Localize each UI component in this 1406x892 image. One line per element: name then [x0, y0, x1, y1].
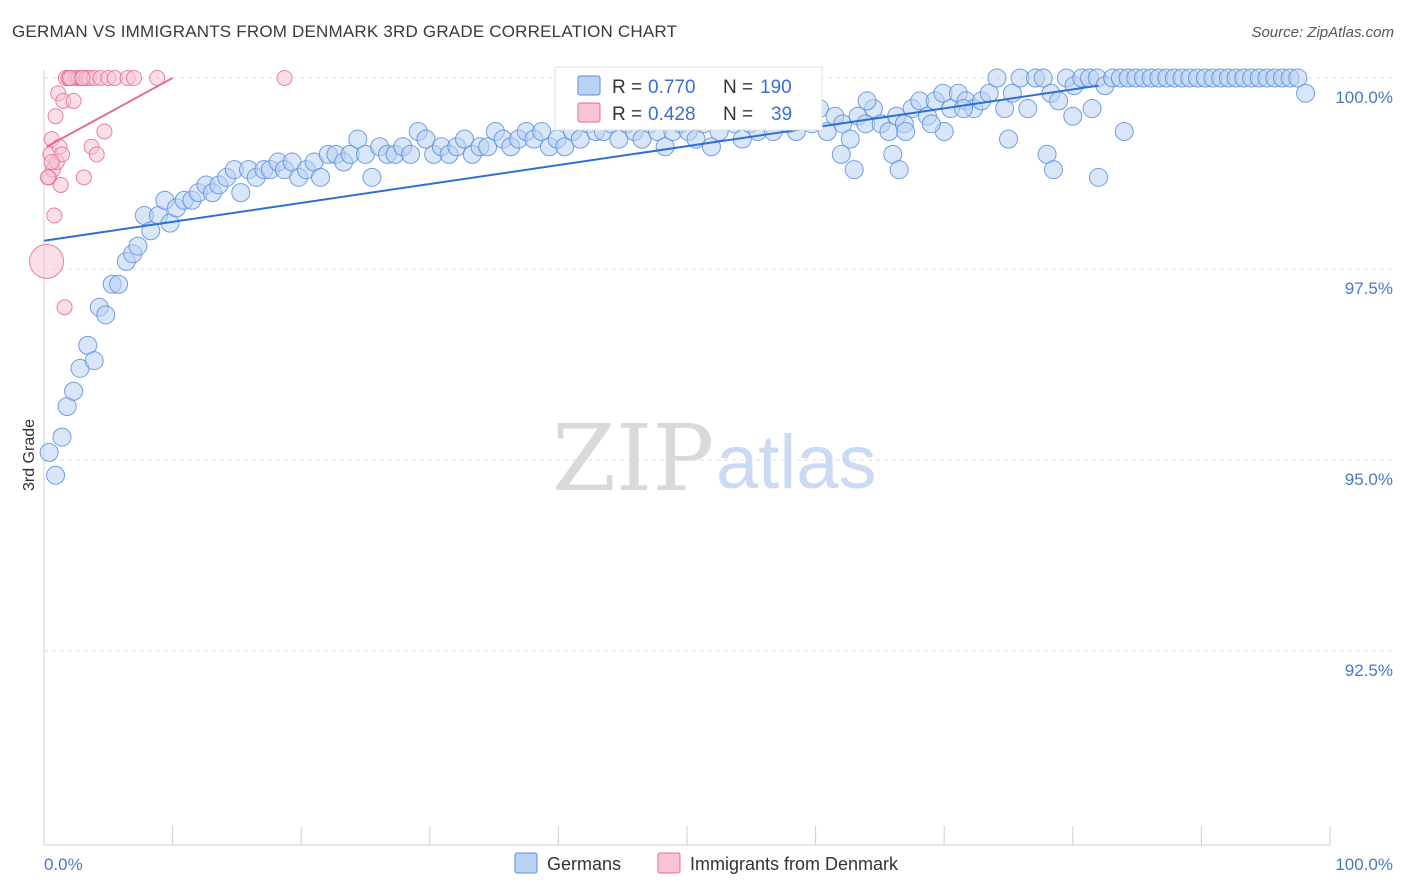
y-axis-ticks: 100.0% 97.5% 95.0% 92.5%: [1335, 88, 1393, 680]
x-axis-ticks: 0.0% 100.0%: [44, 855, 1393, 874]
x-tick-label-max: 100.0%: [1335, 855, 1393, 874]
germans-trend-line: [43, 84, 1099, 242]
germans-point: [478, 137, 498, 157]
stats-swatch-denmark: [577, 102, 601, 123]
watermark-atlas: atlas: [716, 420, 877, 505]
denmark-trend-line: [46, 77, 174, 148]
stats-n-value-denmark: 39: [771, 104, 792, 125]
y-tick-label: 97.5%: [1345, 279, 1393, 298]
germans-point: [844, 160, 864, 180]
germans-point: [1018, 99, 1038, 119]
germans-point: [921, 114, 941, 134]
x-tick-label-min: 0.0%: [44, 855, 83, 874]
denmark-point: [276, 70, 293, 86]
germans-point: [555, 137, 575, 157]
y-tick-label: 100.0%: [1335, 88, 1393, 107]
germans-point: [46, 465, 66, 485]
denmark-point: [56, 299, 73, 316]
denmark-point: [74, 70, 91, 86]
legend-label-germans[interactable]: Germans: [547, 854, 621, 874]
watermark: ZIP atlas: [552, 405, 877, 512]
germans-point: [128, 236, 148, 256]
germans-point: [362, 167, 382, 187]
germans-point: [1063, 106, 1083, 126]
trend-lines: [43, 77, 1099, 242]
stats-r-value-denmark: 0.428: [648, 104, 696, 125]
germans-point: [532, 121, 552, 141]
denmark-point: [39, 169, 56, 186]
germans-point: [96, 305, 116, 325]
legend-swatch-germans[interactable]: [514, 852, 538, 874]
denmark-point: [46, 207, 63, 224]
germans-point: [39, 442, 59, 462]
germans-point: [987, 68, 1007, 88]
y-tick-label: 95.0%: [1345, 470, 1393, 489]
germans-point: [1049, 91, 1069, 111]
germans-point: [1296, 83, 1316, 103]
germans-point: [455, 129, 475, 149]
germans-point: [1082, 99, 1102, 119]
germans-point: [416, 129, 436, 149]
germans-point: [52, 427, 72, 447]
germans-point: [953, 99, 973, 119]
germans-point: [857, 91, 877, 111]
germans-point: [840, 129, 860, 149]
watermark-zip: ZIP: [552, 405, 714, 512]
legend: Germans Immigrants from Denmark: [514, 852, 899, 874]
germans-point: [1044, 160, 1064, 180]
chart-title: GERMAN VS IMMIGRANTS FROM DENMARK 3RD GR…: [12, 22, 678, 41]
germans-point: [310, 167, 330, 187]
legend-label-denmark[interactable]: Immigrants from Denmark: [690, 854, 899, 874]
stats-r-value-germans: 0.770: [648, 77, 696, 98]
denmark-point: [65, 92, 82, 109]
stats-r-label-germans: R =: [612, 77, 642, 98]
germans-point: [84, 351, 104, 371]
germans-point: [1114, 121, 1134, 141]
legend-swatch-denmark[interactable]: [657, 852, 681, 874]
germans-point: [109, 274, 129, 294]
stats-r-label-denmark: R =: [612, 104, 642, 125]
germans-point: [64, 381, 84, 401]
denmark-point: [75, 169, 92, 186]
denmark-point: [47, 108, 64, 125]
germans-point: [348, 129, 368, 149]
stats-swatch-germans: [577, 75, 601, 96]
denmark-point: [29, 243, 65, 279]
stats-n-label-denmark: N =: [723, 104, 753, 125]
germans-point: [889, 160, 909, 180]
data-points: [29, 68, 1316, 485]
stats-n-label-germans: N =: [723, 77, 753, 98]
stats-n-value-germans: 190: [760, 77, 792, 98]
source-credit: Source: ZipAtlas.com: [1251, 24, 1394, 41]
y-axis-label: 3rd Grade: [21, 419, 38, 491]
denmark-point: [52, 176, 69, 193]
denmark-point: [96, 123, 113, 140]
denmark-point: [88, 146, 105, 163]
denmark-point: [43, 154, 60, 171]
germans-point: [999, 129, 1018, 149]
germans-point: [231, 183, 251, 203]
germans-point: [831, 144, 851, 164]
germans-point: [1288, 68, 1308, 88]
germans-point: [1033, 68, 1053, 88]
y-tick-label: 92.5%: [1345, 661, 1393, 680]
germans-point: [896, 121, 916, 141]
stats-box: R = 0.770 N = 190 R = 0.428 N = 39: [554, 66, 823, 131]
germans-point: [655, 137, 675, 157]
germans-point: [401, 144, 421, 164]
germans-point: [1089, 167, 1109, 187]
denmark-point: [126, 70, 143, 86]
